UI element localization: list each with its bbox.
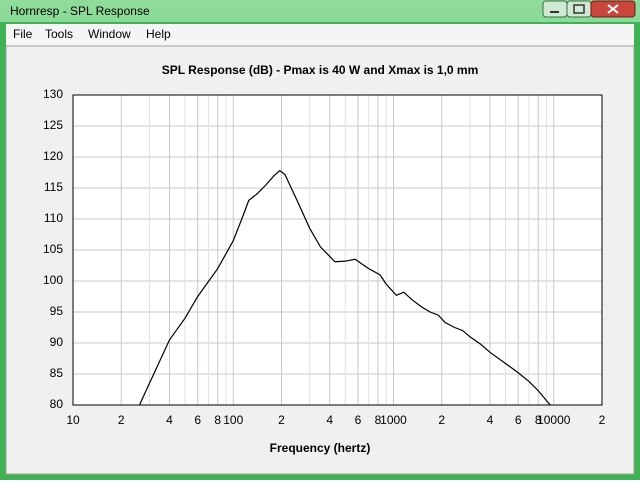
maximize-icon <box>573 4 585 14</box>
y-tick-label: 105 <box>43 242 63 256</box>
window-title: Hornresp - SPL Response <box>10 4 150 18</box>
y-tick-label: 100 <box>43 273 63 287</box>
menu-item[interactable]: Window <box>88 27 131 41</box>
x-tick-label: 2 <box>278 413 285 427</box>
y-tick-label: 120 <box>43 149 63 163</box>
x-tick-label: 6 <box>194 413 201 427</box>
x-tick-label: 10000 <box>537 413 571 427</box>
y-tick-label: 95 <box>50 304 64 318</box>
x-tick-label: 2 <box>599 413 606 427</box>
x-tick-label: 2 <box>438 413 445 427</box>
x-tick-label: 6 <box>515 413 522 427</box>
menu-item[interactable]: Help <box>146 27 171 41</box>
y-tick-label: 90 <box>50 335 64 349</box>
chart-title: SPL Response (dB) - Pmax is 40 W and Xma… <box>162 63 479 77</box>
response-curve <box>138 169 551 406</box>
y-tick-label: 125 <box>43 118 63 132</box>
menu-item[interactable]: File <box>13 27 33 41</box>
menu-bar <box>6 24 634 46</box>
x-tick-label: 6 <box>355 413 362 427</box>
y-tick-label: 115 <box>44 180 63 194</box>
x-axis-label: Frequency (hertz) <box>270 441 371 455</box>
y-tick-label: 110 <box>44 211 63 225</box>
maximize-button[interactable] <box>566 0 592 18</box>
plot-frame <box>72 94 603 406</box>
x-tick-label: 8 <box>375 413 382 427</box>
x-tick-label: 1000 <box>380 413 407 427</box>
x-tick-label: 100 <box>223 413 243 427</box>
y-tick-label: 130 <box>43 87 63 101</box>
close-icon <box>607 4 619 14</box>
y-tick-label: 85 <box>50 366 64 380</box>
menu-item[interactable]: Tools <box>45 27 73 41</box>
x-tick-label: 4 <box>326 413 333 427</box>
minimize-button[interactable] <box>542 0 568 18</box>
x-tick-label: 8 <box>214 413 221 427</box>
x-tick-label: 8 <box>535 413 542 427</box>
x-tick-label: 2 <box>118 413 125 427</box>
x-tick-label: 4 <box>487 413 494 427</box>
y-tick-label: 80 <box>50 397 64 411</box>
x-tick-label: 4 <box>166 413 173 427</box>
x-tick-label: 10 <box>66 413 80 427</box>
